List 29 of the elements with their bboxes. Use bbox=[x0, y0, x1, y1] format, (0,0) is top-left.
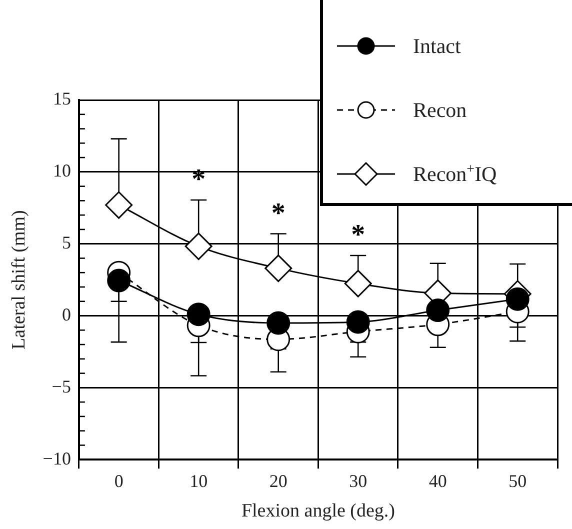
x-tick-label: 50 bbox=[508, 471, 527, 492]
annotation: * bbox=[351, 220, 366, 251]
x-tick-label: 0 bbox=[114, 471, 124, 492]
y-tick-label: 0 bbox=[62, 304, 71, 324]
point bbox=[426, 298, 450, 322]
legend-label: Intact bbox=[413, 34, 461, 58]
point bbox=[105, 191, 133, 219]
point bbox=[107, 268, 131, 292]
y-tick-label: −5 bbox=[52, 376, 71, 396]
point bbox=[184, 232, 212, 260]
point bbox=[186, 302, 210, 326]
point bbox=[346, 310, 370, 334]
point bbox=[264, 254, 292, 282]
point bbox=[506, 287, 530, 311]
x-tick-label: 40 bbox=[428, 471, 447, 492]
x-tick-label: 20 bbox=[269, 471, 288, 492]
y-tick-label: 10 bbox=[52, 160, 71, 181]
point bbox=[344, 270, 372, 298]
annotation: * bbox=[271, 198, 286, 230]
y-tick-label: 5 bbox=[62, 232, 71, 253]
legend-label: Recon$^{+}$IQ bbox=[413, 162, 497, 186]
point bbox=[266, 311, 290, 335]
x-tick-label: 10 bbox=[190, 471, 208, 492]
x-axis-title: Flexion angle (deg.) bbox=[241, 500, 395, 522]
x-tick-label: 30 bbox=[349, 471, 368, 492]
y-axis-title: Lateral shift (mm) bbox=[8, 210, 30, 350]
legend-label: Recon bbox=[413, 98, 467, 122]
y-tick-label: 15 bbox=[52, 88, 71, 109]
y-tick-label: −10 bbox=[42, 448, 71, 468]
